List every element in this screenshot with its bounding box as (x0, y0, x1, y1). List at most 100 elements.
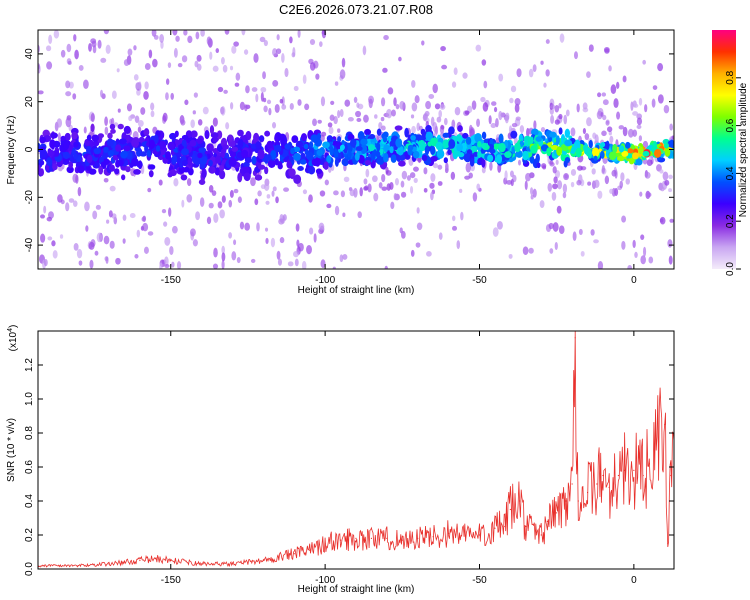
spectrogram-speckle (640, 255, 646, 265)
spectrogram-speckle (468, 172, 473, 179)
spectrogram-cell (465, 136, 472, 145)
spectrogram-speckle (180, 119, 186, 126)
spectrogram-speckle (236, 256, 241, 264)
spectrogram-speckle (59, 234, 64, 239)
spectrogram-speckle (504, 170, 508, 181)
spectrogram-speckle (85, 225, 89, 232)
spectrogram-cell (50, 132, 58, 139)
spectrogram-speckle (601, 130, 607, 137)
spectrogram-y-tick-label: 0 (24, 146, 35, 152)
spectrogram-speckle (438, 109, 443, 118)
spectrogram-speckle (498, 110, 503, 121)
spectrogram-speckle (313, 233, 317, 243)
spectrogram-speckle (632, 111, 639, 116)
snr-point (648, 463, 650, 465)
spectrogram-speckle (565, 109, 570, 117)
spectrogram-speckle (244, 104, 248, 112)
spectrogram-speckle (651, 98, 656, 108)
spectrogram-cell (591, 147, 600, 158)
spectrogram-speckle (83, 126, 87, 134)
spectrogram-speckle (116, 68, 120, 73)
spectrogram-cell (469, 157, 475, 167)
spectrogram-speckle (638, 135, 643, 142)
snr-y-axis-label: SNR (10 * v/v) (6, 418, 17, 482)
spectrogram-cell (297, 165, 304, 172)
spectrogram-cell (635, 158, 643, 166)
spectrogram-speckle (385, 170, 392, 176)
spectrogram-speckle (490, 123, 497, 129)
spectrogram-cell (40, 160, 45, 166)
spectrogram-cell (123, 145, 131, 152)
snr-background (38, 331, 674, 569)
spectrogram-cell (404, 127, 409, 138)
spectrogram-speckle (237, 196, 242, 203)
spectrogram-speckle (51, 240, 56, 247)
spectrogram-speckle (177, 63, 183, 68)
spectrogram-speckle (601, 164, 605, 174)
spectrogram-speckle (46, 216, 53, 222)
spectrogram-speckle (586, 71, 591, 78)
spectrogram-speckle (541, 163, 547, 169)
spectrogram-speckle (283, 187, 290, 192)
spectrogram-speckle (159, 262, 163, 269)
snr-point (139, 559, 141, 562)
spectrogram-speckle (530, 187, 534, 195)
spectrogram-cell (608, 151, 617, 161)
spectrogram-speckle (200, 30, 205, 37)
spectrogram-cell (144, 144, 149, 154)
spectrogram-cell (375, 151, 381, 158)
spectrogram-speckle (552, 183, 558, 190)
spectrogram-speckle (56, 118, 63, 128)
spectrogram-speckle (278, 218, 285, 225)
spectrogram-speckle (48, 34, 53, 45)
spectrogram-cell (257, 164, 266, 170)
spectrogram-speckle (287, 261, 294, 267)
spectrogram-speckle (646, 159, 653, 166)
spectrogram-cell (360, 144, 368, 154)
snr-point (417, 537, 419, 540)
spectrogram-cell (137, 160, 143, 170)
spectrogram-speckle (137, 119, 144, 127)
spectrogram-cell (535, 153, 540, 163)
spectrogram-cell (329, 146, 334, 156)
spectrogram-cell (530, 144, 538, 154)
spectrogram-cell (258, 135, 265, 142)
spectrogram-speckle (265, 237, 269, 245)
spectrogram-speckle (557, 180, 563, 190)
spectrogram-cell (447, 149, 452, 155)
spectrogram-cell (208, 159, 213, 167)
spectrogram-cell (384, 144, 391, 151)
spectrogram-cell (564, 156, 571, 164)
spectrogram-speckle (281, 53, 285, 63)
spectrogram-speckle (395, 104, 400, 110)
spectrogram-speckle (400, 191, 407, 198)
spectrogram-speckle (68, 198, 75, 203)
spectrogram-speckle (293, 250, 299, 258)
spectrogram-cell (178, 166, 185, 174)
spectrogram-cell (204, 130, 210, 140)
spectrogram-speckle (264, 182, 270, 191)
spectrogram-speckle (563, 114, 568, 125)
spectrogram-y-tick-label: -20 (24, 190, 35, 205)
spectrogram-speckle (38, 90, 44, 95)
spectrogram-cell (300, 159, 307, 165)
spectrogram-speckle (229, 190, 234, 198)
spectrogram-cell (110, 164, 115, 172)
spectrogram-speckle (111, 213, 117, 219)
spectrogram-speckle (217, 86, 224, 93)
spectrogram-speckle (100, 57, 107, 63)
spectrogram-speckle (170, 92, 174, 100)
spectrogram-speckle (239, 101, 245, 111)
spectrogram-cell (310, 134, 319, 143)
spectrogram-speckle (99, 89, 104, 98)
spectrogram-cell (457, 125, 463, 133)
spectrogram-speckle (434, 103, 441, 110)
spectrogram-speckle (142, 222, 149, 232)
spectrogram-speckle (439, 103, 446, 110)
spectrogram-cell (376, 128, 382, 136)
spectrogram-speckle (372, 175, 378, 183)
spectrogram-speckle (202, 106, 209, 115)
spectrogram-cell (457, 152, 465, 158)
spectrogram-cell (564, 128, 571, 138)
spectrogram-speckle (271, 122, 277, 129)
